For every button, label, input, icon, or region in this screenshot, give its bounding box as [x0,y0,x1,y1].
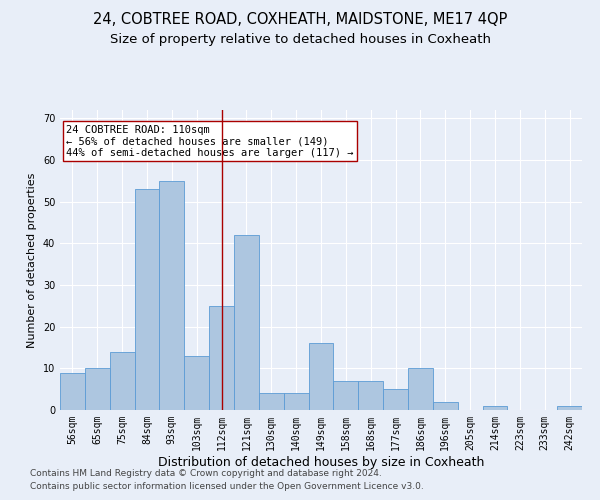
Bar [482,406,508,410]
Y-axis label: Number of detached properties: Number of detached properties [27,172,37,348]
Bar [209,306,234,410]
Bar [110,352,134,410]
Bar [284,394,308,410]
Text: Contains public sector information licensed under the Open Government Licence v3: Contains public sector information licen… [30,482,424,491]
X-axis label: Distribution of detached houses by size in Coxheath: Distribution of detached houses by size … [158,456,484,468]
Bar [85,368,110,410]
Bar [334,381,358,410]
Bar [383,389,408,410]
Bar [308,344,334,410]
Bar [184,356,209,410]
Bar [60,372,85,410]
Bar [160,181,184,410]
Bar [234,235,259,410]
Bar [259,394,284,410]
Bar [433,402,458,410]
Text: 24, COBTREE ROAD, COXHEATH, MAIDSTONE, ME17 4QP: 24, COBTREE ROAD, COXHEATH, MAIDSTONE, M… [93,12,507,28]
Text: 24 COBTREE ROAD: 110sqm
← 56% of detached houses are smaller (149)
44% of semi-d: 24 COBTREE ROAD: 110sqm ← 56% of detache… [66,124,354,158]
Text: Size of property relative to detached houses in Coxheath: Size of property relative to detached ho… [110,32,491,46]
Bar [408,368,433,410]
Bar [557,406,582,410]
Text: Contains HM Land Registry data © Crown copyright and database right 2024.: Contains HM Land Registry data © Crown c… [30,468,382,477]
Bar [358,381,383,410]
Bar [134,189,160,410]
